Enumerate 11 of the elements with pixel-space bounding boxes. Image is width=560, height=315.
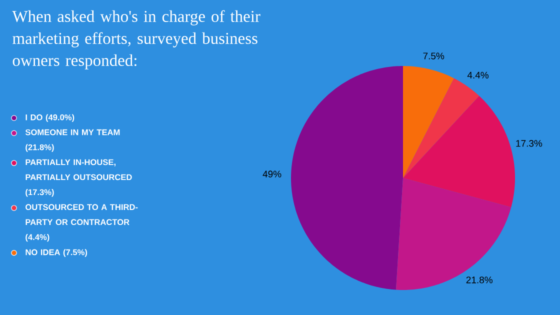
data-label: 49%: [262, 170, 282, 178]
data-label: 4.4%: [467, 72, 489, 78]
data-label: 7.5%: [423, 52, 444, 60]
legend-label: I DO (49.0%): [26, 114, 74, 122]
chart-title: When asked who's in charge of their marketing efforts, surveyed business owners responded:: [12, 10, 260, 70]
data-label: 17.3%: [516, 140, 542, 147]
legend-label: PARTIALLY IN-HOUSE, PARTIALLY OUTSOURCED (17.3%): [26, 159, 132, 197]
data-label: 21.8%: [466, 276, 492, 284]
legend-label: SOMEONE IN MY TEAM (21.8%): [25, 129, 120, 152]
legend-label: NO IDEA (7.5%): [26, 249, 88, 257]
legend-label: OUTSOURCED TO A THIRD-PARTY OR CONTRACTOR (4.4%): [26, 204, 138, 242]
